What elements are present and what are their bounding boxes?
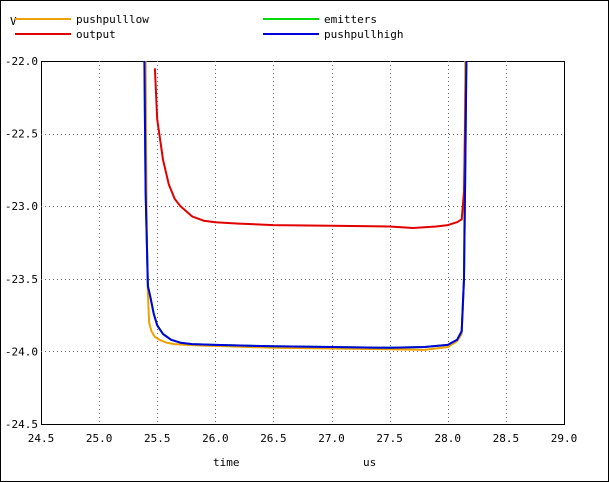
x-tick-label: 25.5 <box>144 432 171 445</box>
legend: pushpulllow output emitters pushpullhigh <box>15 13 403 41</box>
y-axis-unit-label: V <box>10 15 17 28</box>
plot-area <box>41 61 565 425</box>
legend-label-pushpulllow: pushpulllow <box>76 13 149 26</box>
x-tick-label: 24.5 <box>28 432 55 445</box>
y-tick-labels: -22.0 -22.5 -23.0 -23.5 -24.0 -24.5 <box>5 55 38 431</box>
x-tick-label: 28.0 <box>435 432 462 445</box>
y-tick-label: -23.0 <box>5 200 38 213</box>
legend-label-output: output <box>76 28 116 41</box>
x-axis-label: time <box>213 456 240 469</box>
grid <box>41 61 564 424</box>
legend-label-emitters: emitters <box>324 13 377 26</box>
x-tick-label: 27.0 <box>318 432 345 445</box>
y-tick-label: -24.0 <box>5 345 38 358</box>
series-line-pushpulllow <box>144 61 467 351</box>
x-tick-label: 29.0 <box>551 432 578 445</box>
series-line-emitters <box>143 61 468 349</box>
x-tick-label: 28.5 <box>493 432 520 445</box>
series-line-output <box>153 61 468 229</box>
legend-label-pushpullhigh: pushpullhigh <box>324 28 403 41</box>
y-tick-label: -24.5 <box>5 418 38 431</box>
y-tick-label: -23.5 <box>5 273 38 286</box>
x-axis-unit-label: us <box>363 456 376 469</box>
x-tick-label: 25.0 <box>86 432 113 445</box>
x-tick-label: 27.5 <box>376 432 403 445</box>
x-tick-label: 26.0 <box>202 432 229 445</box>
x-tick-label: 26.5 <box>260 432 287 445</box>
series-line-pushpullhigh <box>143 61 468 349</box>
x-tick-labels: 24.5 25.0 25.5 26.0 26.5 27.0 27.5 28.0 28.5 29.0 <box>28 432 578 445</box>
series-layer <box>143 61 468 351</box>
y-tick-label: -22.5 <box>5 128 38 141</box>
y-tick-label: -22.0 <box>5 55 38 68</box>
